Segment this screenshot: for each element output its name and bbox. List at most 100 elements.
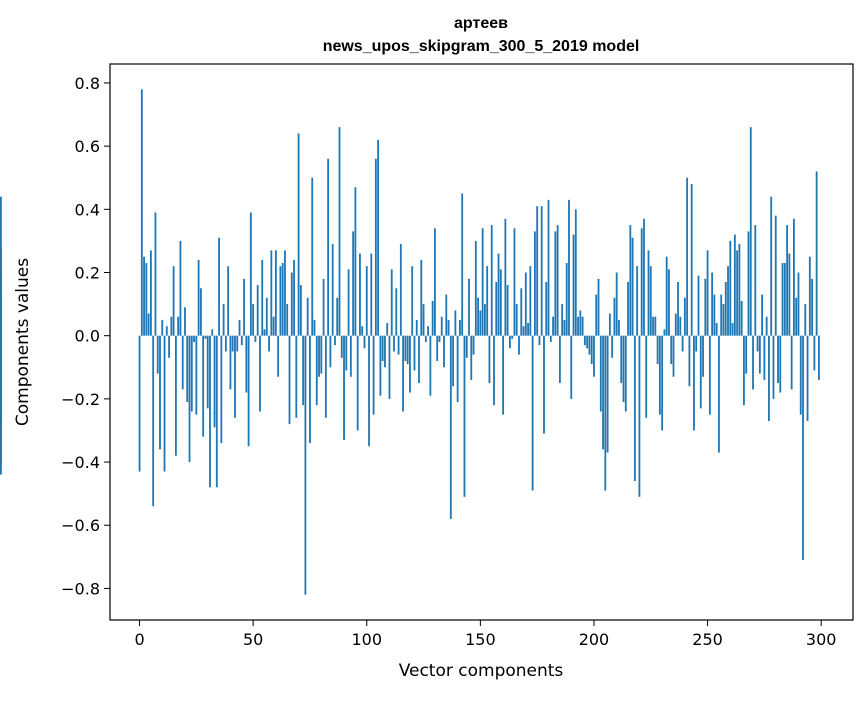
bar-45 (241, 336, 243, 345)
bar-19 (182, 336, 184, 390)
bar-102 (370, 254, 372, 336)
bar-276 (766, 317, 768, 336)
bar-256 (720, 295, 722, 336)
bar-296 (811, 279, 813, 336)
bar-261 (732, 323, 734, 336)
bar-162 (507, 285, 509, 336)
bar-223 (645, 336, 647, 418)
bar-204 (602, 336, 604, 450)
bar-215 (627, 282, 629, 336)
bar-59 (273, 317, 275, 336)
bar-88 (339, 127, 341, 336)
bar-89 (341, 336, 343, 358)
bar-149 (477, 298, 479, 336)
bar-29 (205, 336, 207, 339)
bar-232 (666, 257, 668, 336)
bar-5 (150, 250, 152, 335)
bar-52 (257, 285, 259, 336)
bar-273 (759, 336, 761, 374)
bar-104 (375, 159, 377, 336)
bar-56 (266, 298, 268, 336)
bar-103 (373, 336, 375, 415)
x-tick-label: 100 (351, 630, 382, 649)
y-tick-label: −0.8 (61, 579, 100, 598)
bar-44 (239, 320, 241, 336)
bar-260 (729, 241, 731, 336)
bar-31 (209, 336, 211, 488)
bar-136 (448, 320, 450, 336)
bar-106 (379, 336, 381, 396)
bar-197 (586, 336, 588, 349)
bar-124 (420, 260, 422, 336)
bar-68 (293, 260, 295, 336)
bar-237 (677, 282, 679, 336)
bar-23 (191, 336, 193, 412)
bar-281 (777, 336, 779, 383)
bar-76 (311, 178, 313, 336)
bar-231 (664, 329, 666, 335)
bar-77 (314, 320, 316, 336)
bar-100 (366, 266, 368, 336)
bar-10 (161, 320, 163, 336)
bar-83 (327, 159, 329, 336)
bar-248 (702, 336, 704, 377)
bar-73 (304, 336, 306, 595)
bar-258 (725, 282, 727, 336)
bar-211 (618, 320, 620, 336)
bar-24 (193, 336, 195, 342)
bar-279 (773, 336, 775, 399)
x-tick-label: 200 (579, 630, 610, 649)
bar-81 (323, 279, 325, 336)
bar-72 (302, 336, 304, 406)
bar-117 (404, 336, 406, 361)
bar-63 (282, 263, 284, 336)
bar-135 (445, 295, 447, 336)
bar-32 (211, 329, 213, 335)
bar-65 (286, 304, 288, 336)
bar-249 (704, 279, 706, 336)
bar-236 (675, 314, 677, 336)
bar-49 (250, 212, 252, 335)
bar-263 (736, 250, 738, 335)
bar-37 (223, 304, 225, 336)
bar-226 (652, 317, 654, 336)
bar-286 (788, 254, 790, 336)
bar-60 (275, 250, 277, 335)
x-tick-label: 50 (243, 630, 263, 649)
bar-292 (802, 336, 804, 560)
bar-294 (807, 336, 809, 421)
bar-165 (514, 228, 516, 335)
bar-275 (763, 336, 765, 380)
bar-254 (716, 323, 718, 336)
bar-142 (461, 194, 463, 336)
bar-28 (202, 336, 204, 437)
bar-224 (648, 250, 650, 335)
bar-163 (509, 336, 511, 349)
bar-178 (543, 336, 545, 434)
bar-229 (659, 336, 661, 415)
bar-234 (670, 336, 672, 364)
bar-96 (357, 336, 359, 431)
bar-209 (614, 298, 616, 336)
bar-238 (679, 317, 681, 336)
bar-181 (550, 336, 552, 342)
bar-54 (261, 260, 263, 336)
bar-251 (709, 336, 711, 415)
bar-50 (252, 304, 254, 336)
bar-169 (523, 326, 525, 335)
bar-41 (232, 336, 234, 352)
chart-title: артеев (454, 15, 508, 32)
bar-297 (813, 336, 815, 371)
bar-108 (384, 336, 386, 368)
bar-222 (643, 219, 645, 336)
bar-132 (439, 336, 441, 342)
bar-105 (377, 140, 379, 336)
bar-53 (259, 336, 261, 412)
bar-244 (693, 336, 695, 431)
bar-293 (804, 304, 806, 336)
bar-239 (682, 336, 684, 352)
bar-42 (234, 336, 236, 418)
bar-131 (436, 336, 438, 361)
